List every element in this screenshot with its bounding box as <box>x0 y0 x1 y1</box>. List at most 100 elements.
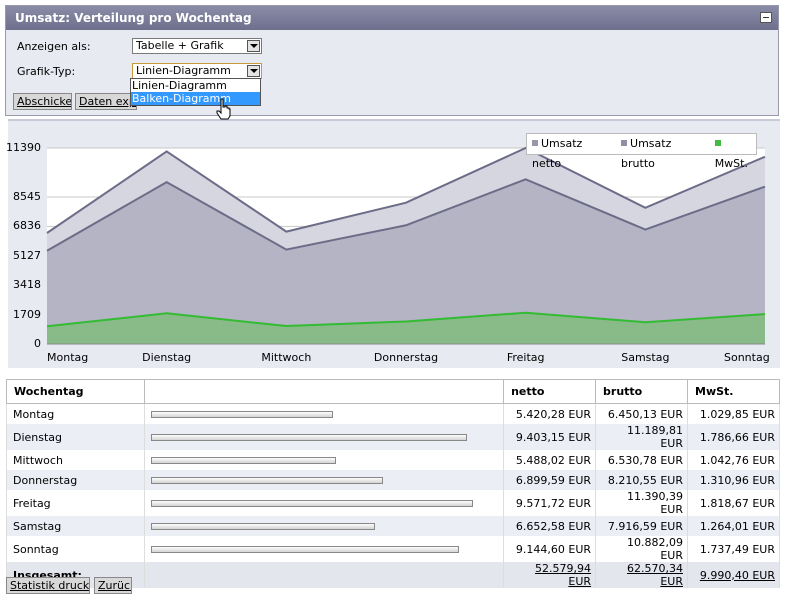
cell-share-bar <box>144 403 505 424</box>
cell-day: Montag <box>5 403 146 424</box>
header-day: Wochentag <box>5 379 146 404</box>
legend-item-netto: Umsatz netto <box>532 137 583 170</box>
chart-type-select[interactable]: Linien-Diagramm <box>132 63 262 79</box>
cell-brutto: 6.530,78 EUR <box>595 450 688 470</box>
share-bar <box>151 476 384 484</box>
cell-netto: 6.652,58 EUR <box>503 516 597 536</box>
series-area-0 <box>47 179 765 344</box>
total-brutto[interactable]: 62.570,34 EUR <box>595 562 688 588</box>
table-row: Mittwoch 5.488,02 EUR 6.530,78 EUR 1.042,76… <box>5 450 780 470</box>
cell-mwst: 1.737,49 EUR <box>687 536 780 562</box>
cell-share-bar <box>144 536 505 562</box>
print-statistics-button[interactable]: Statistik drucken <box>6 577 90 594</box>
table-row: Dienstag 9.403,15 EUR 11.189,81 EUR 1.786,6… <box>5 424 780 450</box>
cell-share-bar <box>144 516 505 536</box>
chevron-down-icon[interactable] <box>247 40 260 52</box>
chart-area: Umsatz netto Umsatz brutto MwSt. 11390 85… <box>6 119 780 368</box>
cell-day: Donnerstag <box>5 470 146 490</box>
display-select-value: Tabelle + Grafik <box>136 39 224 52</box>
table-row: Montag 5.420,28 EUR 6.450,13 EUR 1.029,85 E… <box>5 403 780 424</box>
cell-mwst: 1.029,85 EUR <box>687 403 780 424</box>
chart-type-dropdown: Linien-Diagramm Balken-Diagramm <box>130 78 261 106</box>
cell-mwst: 1.818,67 EUR <box>687 490 780 516</box>
total-empty <box>144 562 505 588</box>
cell-netto: 9.571,72 EUR <box>503 490 597 516</box>
chart-legend: Umsatz netto Umsatz brutto MwSt. <box>526 133 757 170</box>
y-tick-label: 1709 <box>13 307 41 321</box>
export-button[interactable]: Daten exportieren <box>75 93 137 110</box>
header-bar <box>144 379 505 404</box>
data-table: Wochentag netto brutto MwSt. Montag 5.420… <box>5 379 780 588</box>
share-bar <box>151 456 337 464</box>
cell-day: Freitag <box>5 490 146 516</box>
chart-type-label: Grafik-Typ: <box>17 65 76 78</box>
table-row: Freitag 9.571,72 EUR 11.390,39 EUR 1.818,67… <box>5 490 780 516</box>
submit-button[interactable]: Abschicken <box>13 93 72 110</box>
back-button[interactable]: Zurück <box>94 577 132 594</box>
y-tick-label: 11390 <box>6 141 41 154</box>
cell-brutto: 7.916,59 EUR <box>595 516 688 536</box>
x-tick-label: Samstag <box>621 351 670 364</box>
dropdown-option-bar[interactable]: Balken-Diagramm <box>131 92 260 105</box>
x-tick-label: Freitag <box>506 351 545 364</box>
y-tick-label: 3418 <box>13 278 41 292</box>
chart-type-select-value: Linien-Diagramm <box>136 64 231 77</box>
cell-share-bar <box>144 450 505 470</box>
header-netto: netto <box>503 379 597 404</box>
cell-day: Samstag <box>5 516 146 536</box>
cell-mwst: 1.042,76 EUR <box>687 450 780 470</box>
cell-share-bar <box>144 470 505 490</box>
total-mwst[interactable]: 9.990,40 EUR <box>687 562 780 588</box>
panel-title: Umsatz: Verteilung pro Wochentag <box>15 11 252 25</box>
table-header-row: Wochentag netto brutto MwSt. <box>5 379 780 404</box>
header-mwst: MwSt. <box>687 379 780 404</box>
total-netto[interactable]: 52.579,94 EUR <box>503 562 597 588</box>
cell-brutto: 11.390,39 EUR <box>595 490 688 516</box>
cell-netto: 5.420,28 EUR <box>503 403 597 424</box>
cell-mwst: 1.786,66 EUR <box>687 424 780 450</box>
cell-netto: 9.144,60 EUR <box>503 536 597 562</box>
series-line-2 <box>46 311 766 328</box>
cell-netto: 9.403,15 EUR <box>503 424 597 450</box>
share-bar <box>151 433 468 441</box>
cell-brutto: 11.189,81 EUR <box>595 424 688 450</box>
legend-item-brutto: Umsatz brutto <box>621 137 672 170</box>
cell-brutto: 10.882,09 EUR <box>595 536 688 562</box>
cell-share-bar <box>144 424 505 450</box>
collapse-icon[interactable] <box>760 12 772 23</box>
share-bar <box>151 522 376 530</box>
cell-day: Mittwoch <box>5 450 146 470</box>
chevron-down-icon[interactable] <box>247 65 260 77</box>
hand-cursor-icon <box>216 98 231 120</box>
table-row: Sonntag 9.144,60 EUR 10.882,09 EUR 1.737,49… <box>5 536 780 562</box>
legend-item-mwst: MwSt. <box>714 134 756 170</box>
header-brutto: brutto <box>595 379 688 404</box>
cell-day: Sonntag <box>5 536 146 562</box>
series-line-1 <box>46 146 766 234</box>
share-bar <box>151 499 474 507</box>
display-label: Anzeigen als: <box>17 40 91 53</box>
series-line-0 <box>46 178 766 252</box>
panel-header: Umsatz: Verteilung pro Wochentag <box>6 6 778 30</box>
share-bar <box>151 545 460 553</box>
x-tick-label: Donnerstag <box>373 351 439 364</box>
table-row: Donnerstag 6.899,59 EUR 8.210,55 EUR 1.310,… <box>5 470 780 490</box>
display-select[interactable]: Tabelle + Grafik <box>132 38 262 54</box>
share-bar <box>151 410 334 418</box>
x-tick-label: Sonntag <box>724 351 770 364</box>
dropdown-option-line[interactable]: Linien-Diagramm <box>132 79 227 92</box>
y-tick-label: 8545 <box>13 189 41 203</box>
report-panel: Umsatz: Verteilung pro Wochentag Anzeige… <box>5 5 779 116</box>
x-tick-label: Mittwoch <box>261 351 312 364</box>
cell-brutto: 8.210,55 EUR <box>595 470 688 490</box>
y-tick-label: 6836 <box>13 219 41 233</box>
cell-netto: 6.899,59 EUR <box>503 470 597 490</box>
cell-mwst: 1.310,96 EUR <box>687 470 780 490</box>
table-row: Samstag 6.652,58 EUR 7.916,59 EUR 1.264,01 … <box>5 516 780 536</box>
cell-mwst: 1.264,01 EUR <box>687 516 780 536</box>
cell-brutto: 6.450,13 EUR <box>595 403 688 424</box>
x-tick-label: Montag <box>47 351 89 364</box>
y-tick-label: 5127 <box>13 248 41 262</box>
y-tick-label: 0 <box>34 337 41 350</box>
cell-day: Dienstag <box>5 424 146 450</box>
